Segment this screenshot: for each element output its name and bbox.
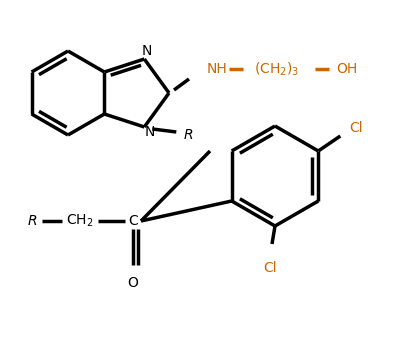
Text: OH: OH bbox=[337, 62, 357, 76]
Text: R: R bbox=[183, 128, 193, 142]
Text: C: C bbox=[128, 214, 138, 228]
Text: N: N bbox=[144, 125, 154, 139]
Text: NH: NH bbox=[207, 62, 228, 76]
Text: CH$_2$: CH$_2$ bbox=[66, 213, 94, 229]
Text: (CH$_2$)$_3$: (CH$_2$)$_3$ bbox=[254, 60, 299, 78]
Text: Cl: Cl bbox=[349, 121, 363, 135]
Text: R: R bbox=[27, 214, 37, 228]
Text: Cl: Cl bbox=[263, 261, 277, 275]
Text: N: N bbox=[141, 44, 152, 58]
Text: O: O bbox=[128, 276, 139, 290]
